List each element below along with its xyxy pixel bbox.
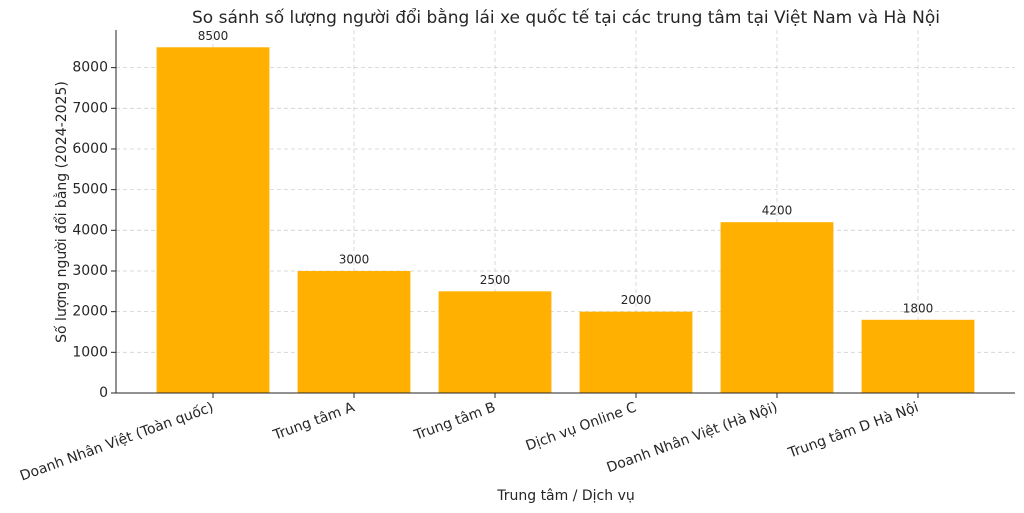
x-axis-label: Trung tâm / Dịch vụ [496, 488, 635, 504]
value-label: 2500 [480, 273, 511, 287]
y-tick-label: 4000 [72, 222, 108, 238]
bar [297, 270, 411, 393]
y-tick-label: 1000 [72, 344, 108, 360]
y-tick-label: 6000 [72, 141, 108, 157]
value-label: 2000 [621, 293, 652, 307]
bar [579, 311, 693, 393]
x-tick-label: Trung tâm A [270, 399, 357, 444]
y-tick-label: 8000 [72, 60, 108, 76]
y-tick-label: 0 [99, 385, 108, 401]
value-label: 1800 [903, 301, 934, 315]
bar [861, 319, 975, 393]
bar [720, 222, 834, 393]
value-label: 8500 [198, 29, 229, 43]
chart-title: So sánh số lượng người đổi bằng lái xe q… [192, 7, 940, 28]
bar [438, 291, 552, 393]
bar [156, 47, 270, 394]
value-label: 4200 [762, 204, 793, 218]
x-tick-label: Trung tâm B [411, 399, 497, 443]
x-tick-label: Doanh Nhân Việt (Toàn quốc) [18, 399, 216, 485]
y-tick-label: 5000 [72, 182, 108, 198]
x-tick-label: Trung tâm D Hà Nội [785, 399, 920, 461]
y-tick-label: 3000 [72, 263, 108, 279]
y-tick-label: 7000 [72, 100, 108, 116]
y-axis-label: Số lượng người đổi bằng (2024-2025) [53, 81, 70, 343]
x-tick-label: Dịch vụ Online C [524, 399, 639, 454]
y-tick-label: 2000 [72, 304, 108, 320]
value-label: 3000 [339, 252, 370, 266]
